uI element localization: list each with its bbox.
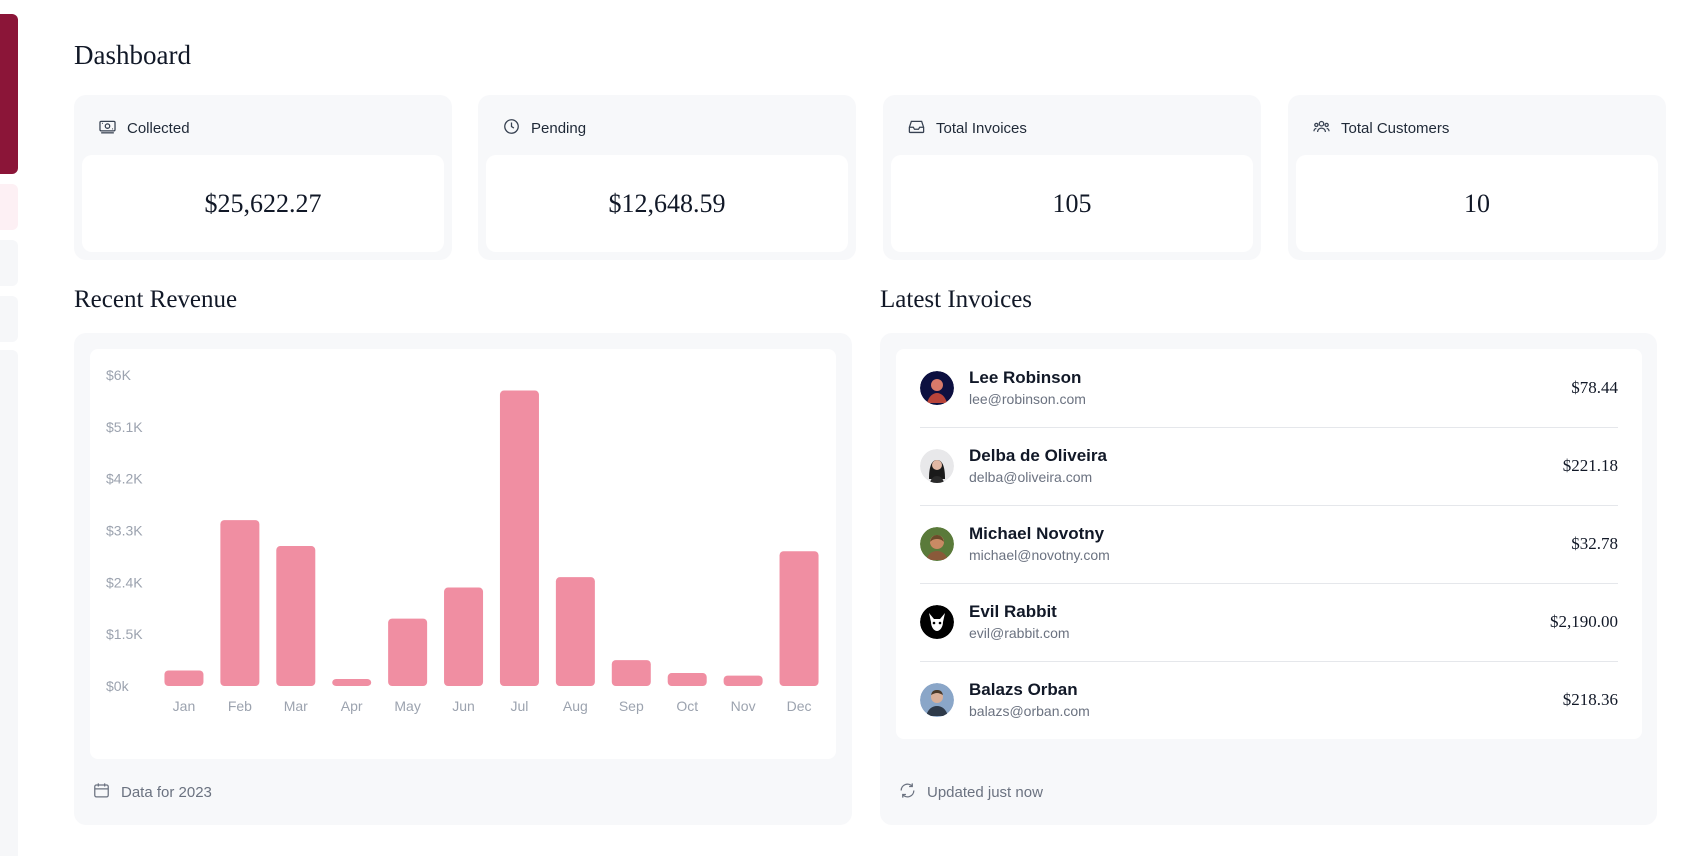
avatar [920, 449, 954, 483]
card-label: Pending [531, 120, 587, 137]
y-tick-label: $5.1K [106, 419, 143, 435]
x-tick-label: May [394, 698, 420, 714]
y-tick-label: $4.2K [106, 471, 143, 487]
x-tick-label: Apr [341, 698, 363, 714]
y-tick-label: $6K [106, 367, 132, 383]
avatar [920, 371, 954, 405]
bar-feb[interactable] [220, 520, 260, 686]
bar-jul[interactable] [499, 390, 539, 686]
bar-dec[interactable] [779, 551, 819, 686]
sidebar-active-item[interactable] [0, 14, 18, 174]
card-value: $25,622.27 [82, 155, 444, 252]
y-tick-label: $2.4K [106, 574, 143, 590]
card-value: 105 [891, 155, 1253, 252]
card-label: Total Customers [1341, 120, 1450, 137]
y-tick-label: $1.5K [106, 626, 143, 642]
invoice-row[interactable]: Delba de Oliveira delba@oliveira.com $22… [920, 427, 1618, 506]
x-tick-label: Jan [173, 698, 196, 714]
customer-name: Lee Robinson [969, 368, 1082, 387]
clock-icon [502, 117, 521, 140]
invoice-amount: $78.44 [1571, 378, 1618, 397]
invoice-row[interactable]: Lee Robinson lee@robinson.com $78.44 [920, 349, 1618, 428]
avatar [920, 527, 954, 561]
invoice-row[interactable]: Michael Novotny michael@novotny.com $32.… [920, 505, 1618, 584]
customer-name: Michael Novotny [969, 524, 1105, 543]
bar-may[interactable] [388, 618, 428, 686]
card-value: $12,648.59 [486, 155, 848, 252]
x-tick-label: Mar [284, 698, 308, 714]
invoice-row[interactable]: Balazs Orban balazs@orban.com $218.36 [920, 661, 1618, 739]
refresh-icon[interactable] [898, 781, 917, 804]
customer-email: balazs@orban.com [969, 703, 1090, 719]
x-tick-label: Sep [619, 698, 644, 714]
bar-nov[interactable] [723, 675, 763, 686]
customer-email: delba@oliveira.com [969, 469, 1093, 485]
invoices-title: Latest Invoices [880, 286, 1033, 313]
x-tick-label: Jul [511, 698, 529, 714]
invoice-list: Lee Robinson lee@robinson.com $78.44 Del… [896, 349, 1642, 739]
avatar [920, 683, 954, 717]
x-tick-label: Jun [452, 698, 475, 714]
bar-oct[interactable] [667, 673, 707, 686]
y-tick-label: $3.3K [106, 523, 143, 539]
revenue-chart-svg: $0k $1.5K $2.4K $3.3K $4.2K $5.1K $6K Jan Feb Mar… [106, 367, 819, 714]
x-tick-label: Dec [787, 698, 812, 714]
sidebar-item[interactable] [0, 296, 18, 342]
users-icon [1312, 117, 1331, 140]
invoice-amount: $32.78 [1571, 534, 1618, 553]
customer-email: michael@novotny.com [969, 547, 1110, 563]
card-collected: Collected $25,622.27 [74, 95, 452, 260]
bar-jan[interactable] [164, 670, 204, 686]
card-pending: Pending $12,648.59 [478, 95, 856, 260]
banknotes-icon [98, 117, 117, 140]
invoice-row[interactable]: Evil Rabbit evil@rabbit.com $2,190.00 [920, 583, 1618, 662]
inbox-icon [907, 117, 926, 140]
invoices-panel: Lee Robinson lee@robinson.com $78.44 Del… [880, 333, 1657, 825]
revenue-panel: $0k $1.5K $2.4K $3.3K $4.2K $5.1K $6K Jan Feb Mar… [74, 333, 852, 825]
invoices-footer: Updated just now [927, 784, 1043, 801]
revenue-title: Recent Revenue [74, 286, 238, 313]
x-tick-label: Oct [676, 698, 698, 714]
card-total-customers: Total Customers 10 [1288, 95, 1666, 260]
bar-mar[interactable] [276, 546, 316, 686]
customer-email: evil@rabbit.com [969, 625, 1070, 641]
card-label: Collected [127, 120, 190, 137]
card-value: 10 [1296, 155, 1658, 252]
customer-name: Balazs Orban [969, 680, 1078, 699]
page-title: Dashboard [74, 40, 191, 70]
bar-aug[interactable] [555, 577, 595, 686]
invoice-amount: $221.18 [1562, 456, 1618, 475]
revenue-chart: $0k $1.5K $2.4K $3.3K $4.2K $5.1K $6K Jan Feb Mar… [90, 349, 836, 759]
calendar-icon [92, 781, 111, 804]
x-tick-label: Nov [731, 698, 756, 714]
sidebar-item[interactable] [0, 184, 18, 230]
card-label: Total Invoices [936, 120, 1027, 137]
sidebar-item[interactable] [0, 240, 18, 286]
bar-apr[interactable] [332, 679, 372, 686]
x-tick-label: Aug [563, 698, 588, 714]
y-tick-label: $0k [106, 678, 130, 694]
sidebar-panel [0, 350, 18, 856]
customer-name: Evil Rabbit [969, 602, 1057, 621]
x-tick-label: Feb [228, 698, 252, 714]
invoice-amount: $218.36 [1562, 690, 1618, 709]
customer-email: lee@robinson.com [969, 391, 1086, 407]
revenue-footer: Data for 2023 [121, 784, 212, 801]
bar-jun[interactable] [444, 587, 484, 686]
avatar [920, 605, 954, 639]
bar-sep[interactable] [611, 660, 651, 686]
customer-name: Delba de Oliveira [969, 446, 1107, 465]
card-total-invoices: Total Invoices 105 [883, 95, 1261, 260]
invoice-amount: $2,190.00 [1550, 612, 1618, 631]
